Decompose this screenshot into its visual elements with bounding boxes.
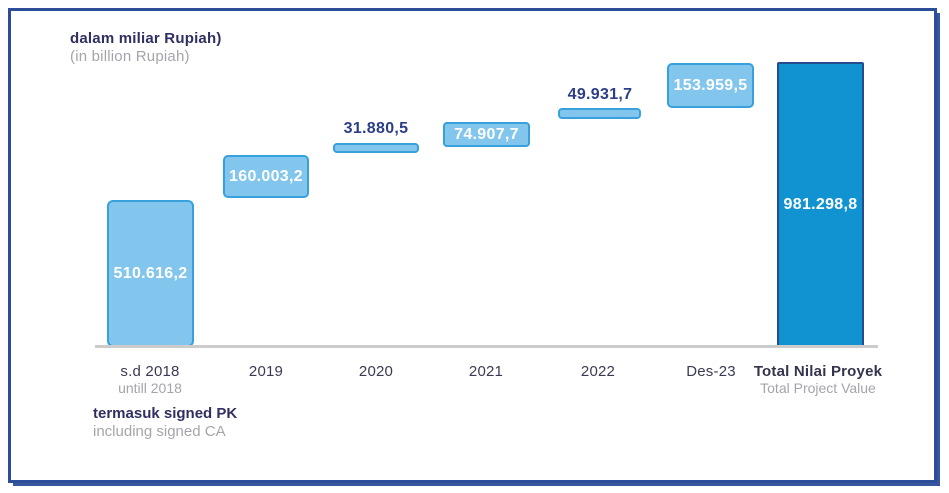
x-label-sd-2018: s.d 2018 untill 2018 — [85, 363, 215, 397]
x-label-text: 2021 — [468, 363, 504, 380]
bar-value-label-2022: 49.931,7 — [567, 86, 633, 103]
x-label-2021: 2021 — [421, 363, 551, 380]
bar-sd-2018: 510.616,2 — [107, 200, 194, 347]
x-label-des-23: Des-23 — [646, 363, 776, 380]
x-label-2019: 2019 — [201, 363, 331, 380]
footnote-sub: including signed CA — [93, 423, 226, 440]
bar-total-project-value: 981.298,8 — [777, 62, 864, 347]
x-label-subtext: untill 2018 — [118, 380, 182, 396]
x-label-text: 2020 — [358, 363, 394, 380]
bar-2019: 160.003,2 — [223, 155, 309, 198]
x-label-text: 2019 — [248, 363, 284, 380]
x-label-total: Total Nilai Proyek Total Project Value — [753, 363, 883, 397]
chart-footnote: termasuk signed PK including signed CA — [93, 405, 237, 441]
x-label-text: Total Nilai Proyek — [753, 363, 883, 380]
x-label-2022: 2022 — [533, 363, 663, 380]
bar-value-label-2020: 31.880,5 — [343, 120, 409, 137]
bar-2022 — [558, 108, 641, 119]
x-label-subtext: Total Project Value — [760, 380, 876, 396]
bar-value-label: 981.298,8 — [783, 195, 858, 213]
chart-subtitle: (in billion Rupiah) — [70, 48, 190, 65]
bar-value-label: 153.959,5 — [673, 76, 748, 94]
bar-value-label: 510.616,2 — [113, 264, 188, 282]
x-label-text: 2022 — [580, 363, 616, 380]
bar-value-label: 160.003,2 — [229, 167, 303, 185]
bar-des-23: 153.959,5 — [667, 63, 754, 108]
bar-2021: 74.907,7 — [443, 122, 530, 147]
bar-value-label: 74.907,7 — [454, 125, 519, 143]
x-axis-line — [95, 345, 878, 348]
x-label-text: s.d 2018 — [120, 363, 180, 380]
chart-title-block: dalam miliar Rupiah) (in billion Rupiah) — [70, 30, 222, 66]
bar-2020 — [333, 143, 419, 153]
footnote-main: termasuk signed PK — [93, 405, 238, 422]
x-label-2020: 2020 — [311, 363, 441, 380]
x-label-text: Des-23 — [686, 363, 736, 380]
chart-title: dalam miliar Rupiah) — [70, 30, 222, 47]
